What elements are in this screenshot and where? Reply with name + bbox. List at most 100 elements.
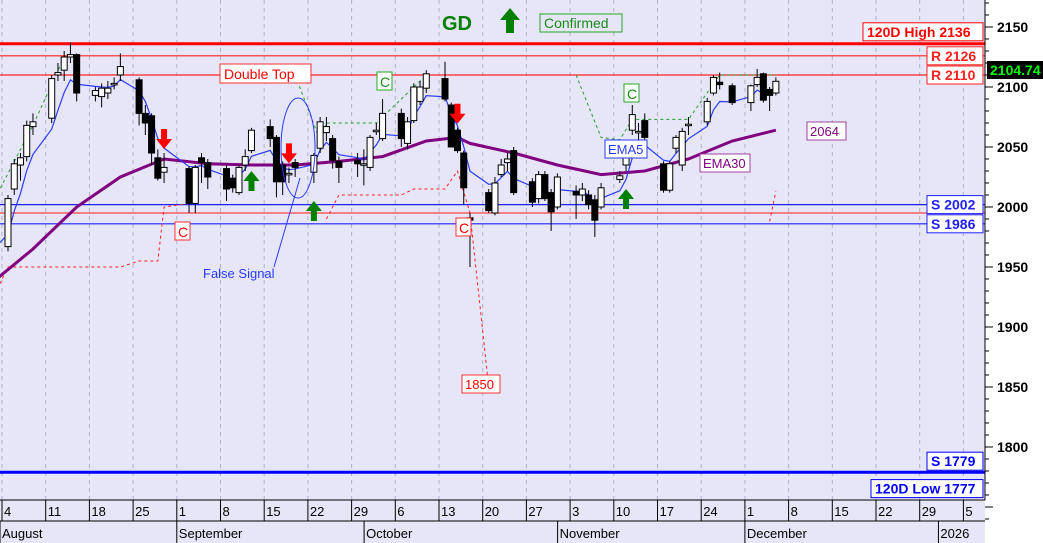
confirm-mark-box [455, 217, 472, 237]
month-label: October [366, 526, 413, 541]
candle [416, 86, 424, 102]
candle [491, 182, 499, 214]
candle [247, 129, 255, 152]
level-label-box [926, 451, 984, 471]
level-label-box [926, 46, 984, 66]
x-tick-label: 15 [834, 504, 848, 519]
x-tick-label: 22 [878, 504, 892, 519]
candle [528, 181, 536, 203]
candle [709, 76, 717, 94]
y-tick-label: 2150 [997, 19, 1028, 35]
x-tick-label: 17 [660, 504, 674, 519]
candle [497, 164, 505, 176]
level-label-box [870, 479, 984, 499]
y-axis-area [985, 0, 1043, 543]
candle [116, 66, 124, 76]
candle [372, 129, 380, 133]
candle [503, 158, 511, 164]
x-tick-label: 10 [616, 504, 630, 519]
x-tick-label: 8 [791, 504, 798, 519]
candle [29, 121, 37, 128]
candle [66, 54, 74, 58]
x-tick-label: 1 [179, 504, 186, 519]
candle [460, 152, 468, 189]
candle [703, 100, 711, 123]
candle [572, 190, 580, 196]
candle [229, 177, 237, 189]
confirm-mark: C [380, 74, 390, 90]
candle [154, 157, 162, 179]
x-tick-label: 8 [223, 504, 230, 519]
candle [535, 174, 543, 200]
candle [541, 174, 549, 200]
candle [98, 87, 106, 98]
ema30-label: EMA30 [703, 156, 746, 171]
x-tick-label: 4 [4, 504, 11, 519]
candle [379, 112, 387, 140]
candle [135, 79, 143, 114]
ema30-box [699, 153, 751, 173]
buy-arrow-icon [305, 201, 322, 221]
candle [591, 199, 599, 221]
y-tick-label: 1800 [997, 439, 1028, 455]
level-label: S 2002 [931, 197, 976, 213]
candle [547, 192, 555, 213]
x-tick-label: 29 [354, 504, 368, 519]
trailing-stop-red [325, 169, 490, 388]
candle [48, 78, 56, 119]
x-tick-label: 15 [266, 504, 280, 519]
candle [10, 163, 18, 190]
candle [322, 126, 330, 134]
candle [660, 163, 667, 191]
confirm-mark-box [174, 221, 191, 241]
candle [485, 192, 493, 212]
candle [397, 112, 405, 140]
candle [104, 87, 112, 94]
candle [291, 162, 299, 168]
level-label-box [926, 65, 984, 85]
candle [728, 85, 736, 104]
candle [666, 163, 674, 191]
plot-area [0, 0, 985, 500]
y-tick-label: 2100 [997, 79, 1028, 95]
sell-arrow-icon [280, 143, 297, 164]
false-signal-label: False Signal [203, 266, 275, 281]
buy-arrow-icon [618, 189, 635, 209]
ema5-label: EMA5 [608, 142, 643, 157]
level-label: 120D High 2136 [867, 24, 971, 40]
confirm-mark-box [623, 83, 640, 103]
candle [160, 166, 168, 173]
candle [616, 175, 624, 180]
x-tick-label: 18 [91, 504, 105, 519]
candle [672, 136, 680, 149]
candle [635, 130, 643, 134]
candle [410, 86, 418, 122]
low-1850-box [461, 374, 501, 394]
candle [759, 73, 767, 101]
candle [335, 160, 343, 168]
confirm-mark: C [459, 220, 469, 236]
x-tick-label: 13 [441, 504, 455, 519]
candle [4, 198, 12, 248]
candle [285, 172, 293, 176]
candle [198, 157, 206, 164]
candle [23, 124, 31, 158]
candle [578, 188, 586, 196]
candle [553, 176, 561, 208]
trailing-stop-red [769, 191, 777, 222]
level-label-box [926, 195, 984, 215]
low-1850-label: 1850 [465, 377, 494, 392]
signal-up-arrow-icon [500, 8, 520, 33]
month-label: 2026 [940, 526, 969, 541]
confirm-mark: C [178, 224, 188, 240]
candle [441, 78, 449, 100]
sell-arrow-icon [156, 129, 173, 149]
y-tick-label: 2050 [997, 139, 1028, 155]
x-tick-label: 27 [528, 504, 542, 519]
y-tick-label: 2000 [997, 199, 1028, 215]
y-tick-label: 1850 [997, 379, 1028, 395]
candle [628, 114, 636, 131]
y-tick-label: 1900 [997, 319, 1028, 335]
candle [60, 56, 68, 71]
